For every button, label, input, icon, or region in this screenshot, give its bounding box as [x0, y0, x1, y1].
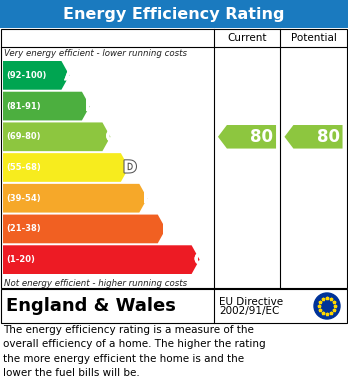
Text: (39-54): (39-54): [6, 194, 41, 203]
Bar: [1, 29, 347, 288]
Polygon shape: [3, 61, 69, 90]
Text: (55-68): (55-68): [6, 163, 41, 172]
Text: 80: 80: [317, 128, 340, 146]
Text: Not energy efficient - higher running costs: Not energy efficient - higher running co…: [4, 278, 187, 287]
Text: Energy Efficiency Rating: Energy Efficiency Rating: [63, 7, 285, 22]
Bar: [0, 0, 348, 28]
Polygon shape: [218, 125, 276, 149]
Text: Very energy efficient - lower running costs: Very energy efficient - lower running co…: [4, 49, 187, 58]
Text: England & Wales: England & Wales: [6, 297, 176, 315]
Text: (21-38): (21-38): [6, 224, 41, 233]
Text: D: D: [123, 158, 137, 176]
Text: (92-100): (92-100): [6, 71, 46, 80]
Text: EU Directive: EU Directive: [219, 297, 283, 307]
Text: 80: 80: [250, 128, 273, 146]
Text: A: A: [64, 66, 77, 84]
Text: E: E: [143, 189, 154, 207]
Polygon shape: [284, 125, 342, 149]
Text: (1-20): (1-20): [6, 255, 35, 264]
Polygon shape: [3, 184, 147, 213]
Text: Current: Current: [227, 33, 267, 43]
Text: B: B: [85, 97, 97, 115]
Text: The energy efficiency rating is a measure of the
overall efficiency of a home. T: The energy efficiency rating is a measur…: [3, 325, 266, 378]
Polygon shape: [3, 122, 110, 151]
Text: (69-80): (69-80): [6, 132, 40, 141]
Text: 2002/91/EC: 2002/91/EC: [219, 306, 279, 316]
Polygon shape: [3, 153, 129, 182]
Bar: [1, 289, 347, 323]
Text: (81-91): (81-91): [6, 102, 41, 111]
Polygon shape: [3, 215, 166, 243]
Circle shape: [314, 293, 340, 319]
Polygon shape: [3, 92, 90, 120]
Text: F: F: [161, 220, 173, 238]
Polygon shape: [3, 245, 200, 274]
Text: Potential: Potential: [291, 33, 337, 43]
Text: G: G: [194, 251, 207, 269]
Text: C: C: [105, 128, 118, 146]
